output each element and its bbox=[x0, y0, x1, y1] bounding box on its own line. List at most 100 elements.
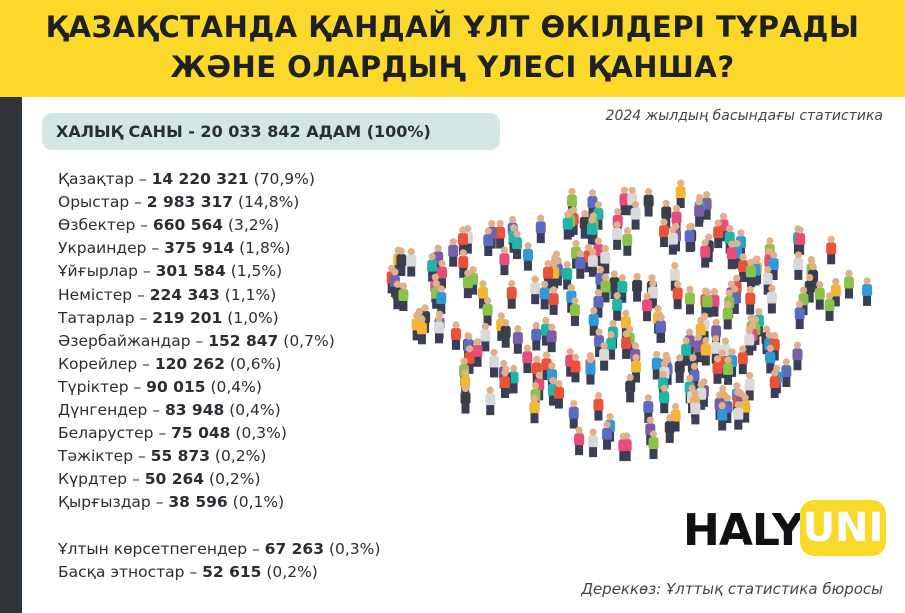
person bbox=[722, 300, 733, 330]
person-part bbox=[549, 377, 557, 385]
person-part bbox=[509, 383, 518, 394]
person bbox=[512, 230, 523, 260]
person-part bbox=[496, 219, 504, 228]
person-part bbox=[567, 284, 575, 292]
person bbox=[830, 277, 841, 307]
person bbox=[618, 432, 629, 462]
person-part bbox=[718, 349, 726, 357]
person-part bbox=[771, 331, 779, 340]
person-part bbox=[600, 360, 609, 371]
person-part bbox=[660, 218, 668, 226]
person-part bbox=[614, 208, 622, 216]
person-part bbox=[645, 187, 653, 196]
person-part bbox=[643, 311, 652, 322]
person-part bbox=[713, 355, 722, 363]
person-part bbox=[588, 435, 599, 449]
person-part bbox=[421, 304, 429, 312]
person bbox=[548, 286, 559, 315]
person-part bbox=[452, 321, 460, 329]
person-part bbox=[621, 336, 632, 350]
person-part bbox=[500, 359, 508, 367]
person-part bbox=[587, 234, 596, 245]
person-part bbox=[502, 319, 510, 327]
group-row: Қырғыздар – 38 596 (0,1%) bbox=[58, 493, 284, 511]
person-part bbox=[485, 393, 496, 407]
person-part bbox=[477, 286, 488, 300]
person-part bbox=[412, 330, 421, 341]
title-line: ЖӘНЕ ОЛАРДЫҢ ҮЛЕСІ ҚАНША? bbox=[170, 50, 735, 84]
group-row: Түріктер – 90 015 (0,4%) bbox=[58, 378, 262, 396]
person-part bbox=[593, 398, 604, 412]
person-part bbox=[843, 276, 854, 290]
person-part bbox=[762, 325, 771, 333]
person bbox=[843, 269, 854, 299]
person-part bbox=[659, 225, 670, 239]
person bbox=[826, 235, 837, 265]
person-part bbox=[499, 376, 510, 390]
person-part bbox=[594, 255, 603, 266]
person-part bbox=[827, 254, 836, 265]
person bbox=[530, 275, 541, 305]
person-part bbox=[532, 321, 540, 330]
person-part bbox=[653, 350, 661, 359]
person-part bbox=[563, 261, 571, 269]
group-name: Дүнгендер – bbox=[58, 401, 160, 419]
person-part bbox=[407, 247, 415, 256]
person-part bbox=[710, 306, 719, 317]
person-part bbox=[524, 242, 532, 250]
person-part bbox=[609, 277, 620, 291]
person-part bbox=[673, 299, 682, 310]
person-part bbox=[435, 333, 444, 344]
person-part bbox=[479, 280, 487, 288]
group-count: 152 847 bbox=[208, 331, 279, 350]
person-part bbox=[542, 351, 551, 359]
person-part bbox=[682, 355, 691, 366]
person bbox=[535, 214, 546, 244]
person-part bbox=[575, 445, 584, 456]
group-share: (1,5%) bbox=[230, 262, 283, 281]
person-part bbox=[659, 370, 667, 378]
person-part bbox=[662, 199, 670, 207]
person-part bbox=[674, 360, 685, 374]
person-part bbox=[686, 374, 694, 382]
person-part bbox=[732, 258, 741, 269]
person-part bbox=[767, 303, 776, 314]
person-part bbox=[805, 292, 814, 303]
person-part bbox=[542, 370, 551, 381]
person-part bbox=[711, 325, 722, 339]
person-part bbox=[536, 233, 545, 244]
person bbox=[632, 273, 643, 302]
person bbox=[416, 315, 427, 345]
person bbox=[712, 355, 723, 384]
group-count: 224 343 bbox=[149, 285, 220, 304]
person-part bbox=[416, 322, 427, 336]
person-part bbox=[464, 269, 472, 277]
person-part bbox=[782, 376, 791, 387]
person-part bbox=[399, 300, 408, 311]
group-count: 50 264 bbox=[144, 470, 205, 489]
person bbox=[664, 414, 675, 443]
group-name: Қазақтар – bbox=[58, 170, 147, 188]
person-part bbox=[676, 198, 685, 209]
person-part bbox=[584, 243, 593, 251]
person-part bbox=[507, 298, 516, 309]
person-part bbox=[613, 292, 621, 300]
person-part bbox=[671, 421, 680, 432]
person-part bbox=[652, 369, 661, 380]
person-part bbox=[609, 319, 617, 328]
person-part bbox=[702, 209, 711, 220]
person-part bbox=[460, 375, 471, 389]
person-part bbox=[623, 245, 632, 256]
person bbox=[672, 280, 683, 310]
person-part bbox=[601, 292, 610, 303]
person-part bbox=[465, 345, 474, 353]
person-part bbox=[462, 276, 473, 290]
person-part bbox=[509, 364, 518, 372]
person-part bbox=[682, 337, 690, 345]
person-part bbox=[481, 341, 490, 352]
person-part bbox=[428, 253, 436, 261]
person bbox=[606, 331, 617, 360]
person-part bbox=[459, 267, 468, 278]
person-part bbox=[745, 265, 756, 279]
person-part bbox=[733, 382, 741, 390]
